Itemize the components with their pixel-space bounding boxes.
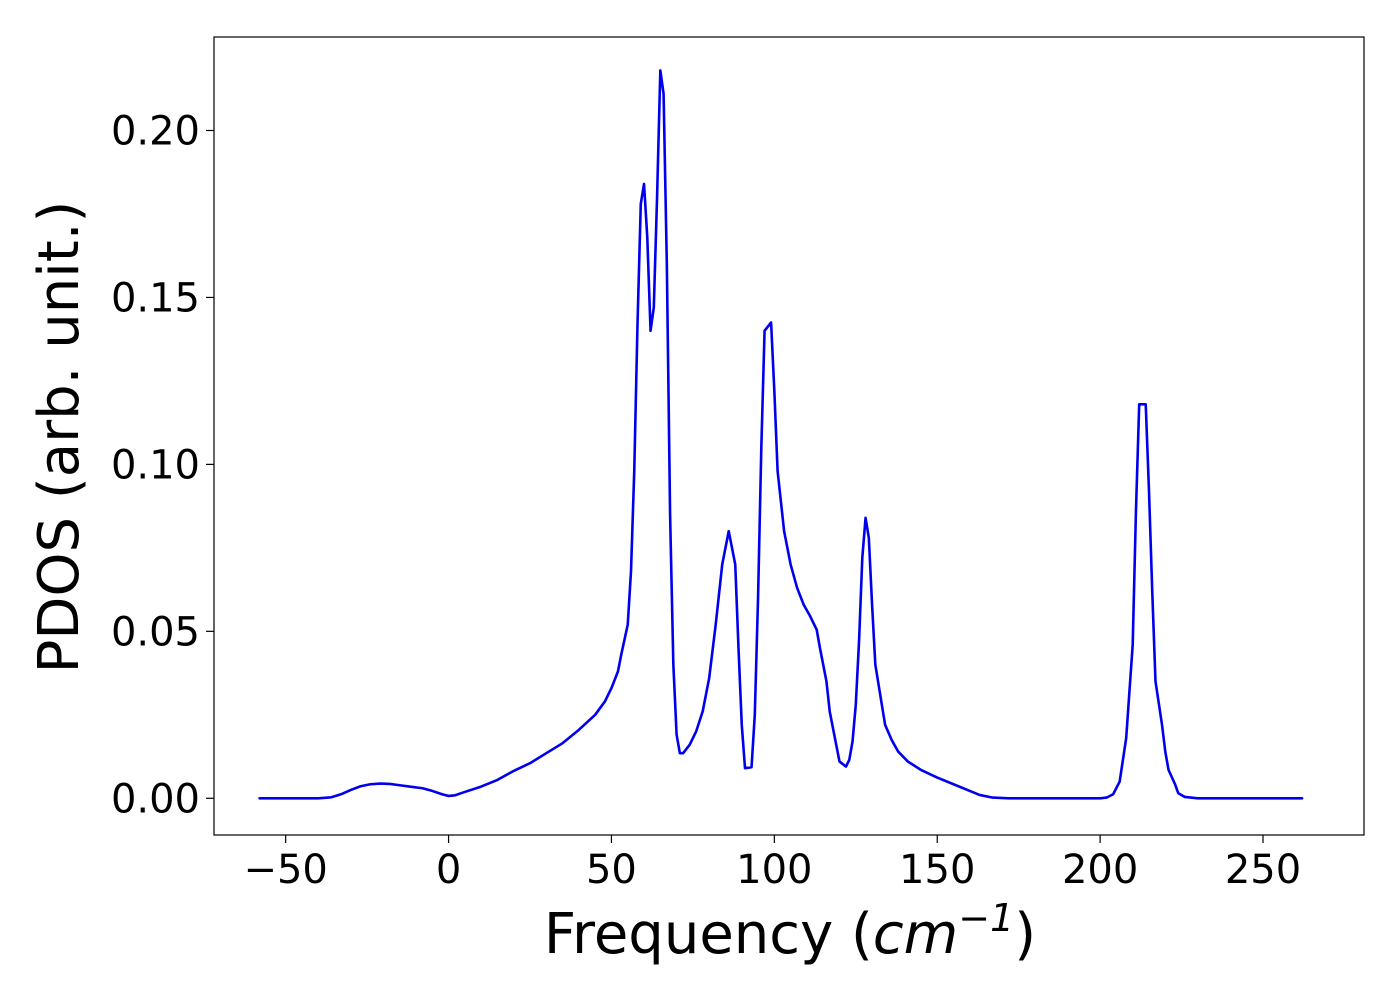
x-axis-title: Frequency (cm−1): [544, 896, 1036, 967]
x-tick-label: 0: [436, 847, 461, 893]
y-tick-label: 0.15: [111, 275, 200, 321]
y-axis-title: PDOS (arb. unit.): [27, 201, 92, 674]
x-tick-label: 200: [1062, 847, 1138, 893]
plot-frame: [213, 36, 1365, 836]
series-line-0: [258, 69, 1304, 800]
x-tick-label: 50: [586, 847, 637, 893]
y-tick-label: 0.20: [111, 108, 200, 154]
y-tick-label: 0.05: [111, 609, 200, 655]
y-tick-label: 0.10: [111, 442, 200, 488]
x-tick-label: 250: [1225, 847, 1301, 893]
x-tick-label: 150: [899, 847, 975, 893]
y-tick-label: 0.00: [111, 776, 200, 822]
x-tick-label: 100: [736, 847, 812, 893]
x-tick-label: −50: [243, 847, 327, 893]
